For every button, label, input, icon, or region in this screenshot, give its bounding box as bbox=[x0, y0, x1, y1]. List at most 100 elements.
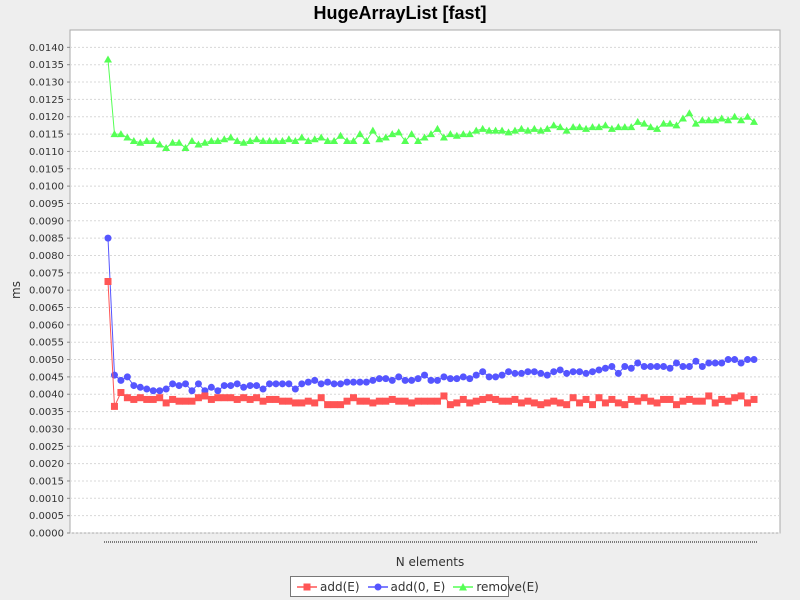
data-point bbox=[381, 133, 390, 141]
data-point bbox=[731, 394, 739, 402]
data-point bbox=[375, 135, 384, 143]
data-point bbox=[614, 399, 622, 407]
data-point bbox=[640, 119, 649, 127]
y-tick-label: 0.0110 bbox=[29, 147, 64, 158]
data-point bbox=[117, 376, 125, 384]
data-point bbox=[317, 380, 325, 388]
data-point bbox=[679, 362, 687, 370]
data-point bbox=[640, 394, 648, 402]
data-point bbox=[550, 397, 558, 405]
data-point bbox=[278, 137, 287, 145]
data-point bbox=[634, 359, 642, 367]
data-point bbox=[324, 401, 332, 409]
data-point bbox=[214, 387, 222, 395]
data-point bbox=[291, 137, 300, 145]
y-tick-label: 0.0025 bbox=[29, 442, 64, 453]
data-point bbox=[634, 397, 642, 405]
data-point bbox=[627, 364, 635, 372]
data-point bbox=[614, 123, 623, 131]
data-point bbox=[330, 401, 338, 409]
legend-item: add(0, E) bbox=[367, 580, 445, 594]
data-point bbox=[420, 133, 429, 141]
data-point bbox=[440, 373, 448, 381]
data-point bbox=[427, 397, 435, 405]
data-point bbox=[136, 383, 144, 391]
data-point bbox=[136, 394, 144, 402]
data-point bbox=[575, 123, 584, 131]
data-point bbox=[143, 385, 151, 393]
data-point bbox=[666, 395, 674, 403]
data-point bbox=[421, 397, 429, 405]
data-point bbox=[698, 362, 706, 370]
legend-marker-square-icon bbox=[297, 583, 317, 590]
data-point bbox=[666, 364, 674, 372]
data-point bbox=[504, 128, 513, 136]
data-point bbox=[408, 376, 416, 384]
data-point bbox=[646, 123, 655, 131]
y-tick-label: 0.0065 bbox=[29, 303, 64, 314]
y-tick-label: 0.0035 bbox=[29, 407, 64, 418]
data-point bbox=[640, 362, 648, 370]
data-point bbox=[659, 119, 668, 127]
data-point bbox=[182, 397, 190, 405]
data-point bbox=[149, 387, 157, 395]
data-point bbox=[240, 383, 248, 391]
y-tick-label: 0.0000 bbox=[29, 529, 64, 540]
data-point bbox=[556, 399, 564, 407]
data-point bbox=[207, 383, 215, 391]
data-point bbox=[207, 395, 215, 403]
data-point bbox=[459, 373, 467, 381]
data-point bbox=[188, 387, 196, 395]
data-point bbox=[750, 117, 758, 125]
y-tick-label: 0.0045 bbox=[29, 372, 64, 383]
data-point bbox=[647, 362, 655, 370]
data-point bbox=[576, 368, 584, 376]
legend-marker-circle-icon bbox=[367, 583, 388, 590]
data-point bbox=[523, 126, 532, 134]
data-point bbox=[653, 399, 661, 407]
data-point bbox=[530, 124, 539, 132]
data-point bbox=[149, 137, 158, 145]
data-point bbox=[110, 130, 119, 138]
legend-item: add(E) bbox=[297, 580, 360, 594]
data-point bbox=[117, 389, 125, 397]
data-point bbox=[382, 397, 390, 405]
data-point bbox=[272, 380, 280, 388]
data-point bbox=[220, 135, 229, 143]
y-tick-label: 0.0125 bbox=[29, 95, 64, 106]
data-point bbox=[414, 375, 422, 383]
data-point bbox=[485, 126, 494, 134]
data-point bbox=[510, 126, 519, 134]
data-point bbox=[589, 401, 596, 409]
data-point bbox=[537, 369, 545, 377]
data-point bbox=[356, 378, 364, 386]
data-point bbox=[439, 133, 448, 141]
data-point bbox=[711, 399, 719, 407]
data-point bbox=[446, 401, 454, 409]
data-point bbox=[717, 114, 726, 122]
data-point bbox=[466, 399, 474, 407]
data-point bbox=[343, 378, 351, 386]
data-point bbox=[691, 119, 700, 127]
data-point bbox=[685, 395, 693, 403]
data-point bbox=[220, 394, 228, 402]
data-point bbox=[414, 397, 422, 405]
legend-marker-triangle-icon bbox=[453, 582, 474, 590]
data-point bbox=[407, 130, 416, 138]
data-point bbox=[116, 130, 125, 138]
data-point bbox=[724, 356, 732, 364]
data-point bbox=[278, 397, 286, 405]
data-point bbox=[181, 143, 190, 151]
data-point bbox=[692, 357, 700, 365]
data-point bbox=[620, 123, 629, 131]
data-point bbox=[169, 380, 177, 388]
data-point bbox=[440, 392, 448, 400]
data-point bbox=[337, 380, 345, 388]
data-point bbox=[569, 394, 577, 402]
y-tick-label: 0.0070 bbox=[29, 286, 64, 297]
data-point bbox=[744, 356, 752, 364]
data-point bbox=[362, 137, 371, 145]
y-tick-label: 0.0085 bbox=[29, 234, 64, 245]
data-point bbox=[304, 137, 313, 145]
data-point bbox=[194, 380, 202, 388]
